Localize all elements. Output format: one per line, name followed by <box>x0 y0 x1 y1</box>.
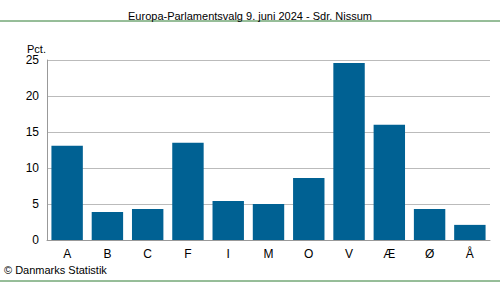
svg-text:© Danmarks Statistik: © Danmarks Statistik <box>4 264 107 276</box>
svg-text:20: 20 <box>26 89 40 103</box>
svg-text:C: C <box>143 247 152 261</box>
svg-text:5: 5 <box>32 197 39 211</box>
svg-text:A: A <box>63 247 71 261</box>
svg-text:Pct.: Pct. <box>27 42 46 55</box>
svg-text:Ø: Ø <box>425 247 434 261</box>
svg-text:B: B <box>103 247 111 261</box>
svg-text:V: V <box>345 247 353 261</box>
svg-text:Å: Å <box>466 246 474 261</box>
svg-text:Æ: Æ <box>383 247 395 261</box>
svg-text:25: 25 <box>26 53 40 67</box>
svg-text:M: M <box>264 247 274 261</box>
svg-text:15: 15 <box>26 125 40 139</box>
svg-text:F: F <box>184 247 191 261</box>
svg-text:Europa-Parlamentsvalg 9. juni: Europa-Parlamentsvalg 9. juni 2024 - Sdr… <box>128 10 372 22</box>
svg-text:10: 10 <box>26 161 40 175</box>
svg-text:0: 0 <box>32 233 39 247</box>
svg-text:O: O <box>304 247 313 261</box>
svg-text:I: I <box>227 247 230 261</box>
